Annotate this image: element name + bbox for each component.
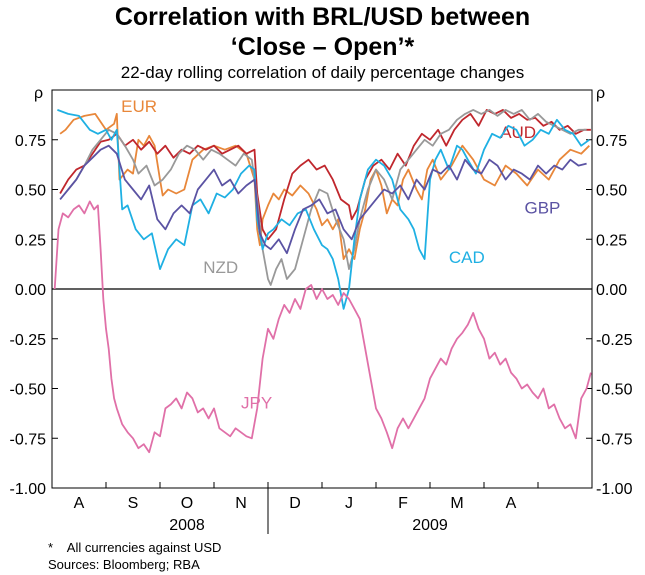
series-label-cad: CAD [449,248,485,267]
y-tick-label-right: 0.00 [596,282,627,299]
series-line-jpy [53,200,592,454]
series-label-gbp: GBP [525,198,561,217]
x-month-label: A [506,495,517,512]
y-tick-label-left: 0.25 [15,232,46,249]
x-month-label: S [128,495,139,512]
chart-svg: -1.00 -1.00 -0.75 -0.75 -0.50 -0.50 -0.25 -0.25… [10,85,633,534]
footnote: * All currencies against USD [48,540,222,555]
y-tick-label-right: 0.75 [596,133,627,150]
x-month-label: M [450,495,463,512]
y-tick-label-left: -0.25 [10,332,47,349]
series-label-nzd: NZD [203,258,238,277]
series-line-cad [57,109,590,310]
x-month-label: A [74,495,85,512]
y-tick-label-right: -0.25 [596,332,633,349]
y-axis-label-left: ρ [34,85,43,102]
series-label-jpy: JPY [241,393,272,412]
y-tick-label-right: -0.50 [596,382,633,399]
y-tick-label-left: 0.50 [15,183,46,200]
y-tick-label-left: -0.50 [10,382,47,399]
y-tick-label-left: -0.75 [10,431,47,448]
chart-subtitle: 22-day rolling correlation of daily perc… [120,63,525,82]
x-month-label: J [345,495,353,512]
series-line-gbp [59,144,587,255]
y-tick-label-right: -1.00 [596,481,633,498]
series-line-aud [59,109,591,241]
chart-title-line2: ‘Close – Open’* [230,33,415,61]
y-axis-label-right: ρ [596,85,605,102]
x-month-label: O [181,495,193,512]
x-year-label: 2009 [412,517,448,534]
series-line-nzd [67,109,587,286]
y-tick-label-right: 0.50 [596,183,627,200]
chart-title-line1: Correlation with BRL/USD between [114,3,531,31]
y-tick-label-right: -0.75 [596,431,633,448]
y-tick-label-left: -1.00 [10,481,47,498]
sources-note: Sources: Bloomberg; RBA [48,557,200,572]
y-tick-label-left: 0.75 [15,133,46,150]
x-month-label: F [398,495,408,512]
x-month-label: N [235,495,247,512]
x-year-label: 2008 [169,517,205,534]
series-label-eur: EUR [121,97,157,116]
chart-title: Correlation with BRL/USD between ‘Close … [0,2,645,62]
x-month-label: D [289,495,301,512]
y-tick-label-right: 0.25 [596,232,627,249]
y-tick-label-left: 0.00 [15,282,46,299]
